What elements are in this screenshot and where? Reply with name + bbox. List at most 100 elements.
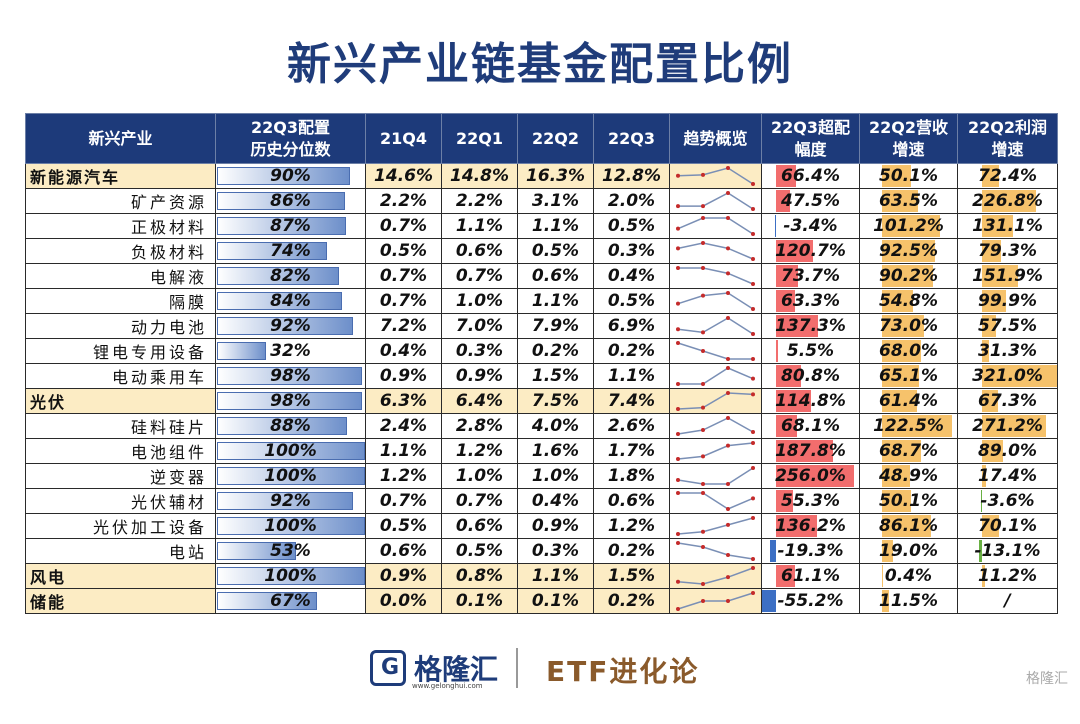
quarter-value-cell: 1.2%	[441, 438, 518, 464]
trend-sparkline	[676, 466, 755, 486]
quarter-value-cell: 0.7%	[365, 263, 442, 289]
overweight-cell: 256.0%	[761, 463, 860, 489]
revenue-growth-bar	[882, 240, 935, 262]
profit-growth-value: 57.5%	[978, 316, 1037, 336]
percentile-cell: 100%	[215, 513, 366, 539]
profit-growth-value: 31.3%	[978, 341, 1037, 361]
trend-point	[676, 173, 680, 178]
percentile-bar	[217, 392, 363, 410]
trend-line	[677, 567, 754, 585]
overweight-bar	[776, 515, 818, 537]
profit-growth-cell: 72.4%	[957, 163, 1058, 189]
quarter-value-cell: 0.6%	[441, 513, 518, 539]
revenue-growth-value: 19.0%	[879, 541, 938, 561]
quarter-value-cell: 1.1%	[441, 213, 518, 239]
industry-name-cell: 电动乘用车	[25, 363, 216, 389]
trend-sparkline-cell	[669, 313, 762, 339]
overweight-cell: 47.5%	[761, 188, 860, 214]
revenue-growth-bar	[882, 215, 940, 237]
quarter-value-cell: 2.6%	[593, 413, 670, 439]
percentile-value: 86%	[270, 191, 311, 211]
quarter-value-cell: 2.2%	[365, 188, 442, 214]
overweight-value: 120.7%	[775, 241, 846, 261]
header-industry: 新兴产业	[25, 113, 216, 164]
quarter-value-cell: 0.9%	[365, 363, 442, 389]
quarter-value-cell: 0.1%	[441, 588, 518, 614]
trend-point	[751, 257, 755, 261]
trend-point	[676, 327, 680, 332]
quarter-value-cell: 1.5%	[517, 363, 594, 389]
percentile-cell: 32%	[215, 338, 366, 364]
percentile-value: 84%	[270, 291, 311, 311]
trend-sparkline-cell	[669, 538, 762, 564]
industry-name-cell: 光伏辅材	[25, 488, 216, 514]
trend-sparkline-cell	[669, 263, 762, 289]
overweight-value: 80.8%	[781, 366, 840, 386]
table-row: 逆变器 100% 1.2% 1.0% 1.0% 1.8% 256.0% 48.9% 17.4%	[25, 463, 1058, 489]
trend-point	[701, 216, 705, 220]
overweight-value: -19.3%	[777, 541, 844, 561]
quarter-value-cell: 0.4%	[365, 338, 442, 364]
trend-point	[676, 301, 680, 306]
overweight-cell: -19.3%	[761, 538, 860, 564]
trend-line	[677, 417, 754, 435]
profit-growth-bar	[982, 365, 1057, 387]
industry-name-cell: 矿产资源	[25, 188, 216, 214]
footer-divider	[516, 648, 518, 688]
table-row: 电站 53% 0.6% 0.5% 0.3% 0.2% -19.3% 19.0% -13.1%	[25, 538, 1058, 564]
trend-point	[676, 607, 680, 611]
percentile-cell: 98%	[215, 363, 366, 389]
trend-sparkline-cell	[669, 563, 762, 589]
trend-sparkline-cell	[669, 213, 762, 239]
revenue-growth-bar	[882, 165, 911, 187]
revenue-growth-cell: 68.7%	[859, 438, 958, 464]
overweight-cell: 80.8%	[761, 363, 860, 389]
profit-growth-bar	[982, 190, 1036, 212]
profit-growth-cell: 31.3%	[957, 338, 1058, 364]
overweight-value: 114.8%	[775, 391, 846, 411]
overweight-value: -3.4%	[783, 216, 838, 236]
trend-point	[701, 491, 705, 495]
percentile-value: 98%	[270, 391, 311, 411]
percentile-cell: 92%	[215, 488, 366, 514]
trend-point	[676, 432, 680, 436]
trend-sparkline	[676, 366, 755, 386]
quarter-value-cell: 6.4%	[441, 388, 518, 414]
trend-point	[701, 599, 705, 603]
overweight-value: 5.5%	[786, 341, 835, 361]
quarter-value-cell: 0.2%	[517, 338, 594, 364]
trend-point	[751, 357, 755, 361]
quarter-value-cell: 0.6%	[593, 488, 670, 514]
trend-sparkline	[676, 416, 755, 436]
profit-growth-cell: 321.0%	[957, 363, 1058, 389]
percentile-value: 100%	[264, 466, 317, 486]
header-revenue-line1: 22Q2营收	[868, 117, 948, 137]
revenue-growth-cell: 63.5%	[859, 188, 958, 214]
trend-point	[751, 376, 755, 381]
overweight-value: 63.3%	[781, 291, 840, 311]
percentile-cell: 86%	[215, 188, 366, 214]
trend-line	[677, 342, 753, 360]
revenue-growth-value: 101.2%	[873, 216, 944, 236]
overweight-bar	[776, 315, 818, 337]
profit-growth-value: 131.1%	[972, 216, 1043, 236]
table-row: 电解液 82% 0.7% 0.7% 0.6% 0.4% 73.7% 90.2% 151.9%	[25, 263, 1058, 289]
overweight-value: 256.0%	[775, 466, 846, 486]
trend-sparkline	[676, 566, 755, 586]
trend-point	[726, 216, 730, 220]
trend-point	[701, 204, 705, 209]
revenue-growth-bar	[882, 190, 919, 212]
profit-growth-bar	[982, 215, 1014, 237]
trend-point	[751, 207, 755, 211]
quarter-value-cell: 0.5%	[365, 513, 442, 539]
header-percentile-line1: 22Q3配置	[250, 117, 330, 137]
revenue-growth-cell: 11.5%	[859, 588, 958, 614]
overweight-value: 136.2%	[775, 516, 846, 536]
trend-sparkline	[676, 266, 755, 286]
quarter-value-cell: 1.1%	[593, 363, 670, 389]
percentile-bar	[217, 167, 351, 185]
overweight-cell: 5.5%	[761, 338, 860, 364]
header-profit-line2: 增速	[991, 139, 1024, 159]
revenue-growth-cell: 122.5%	[859, 413, 958, 439]
revenue-growth-value: 122.5%	[873, 416, 944, 436]
